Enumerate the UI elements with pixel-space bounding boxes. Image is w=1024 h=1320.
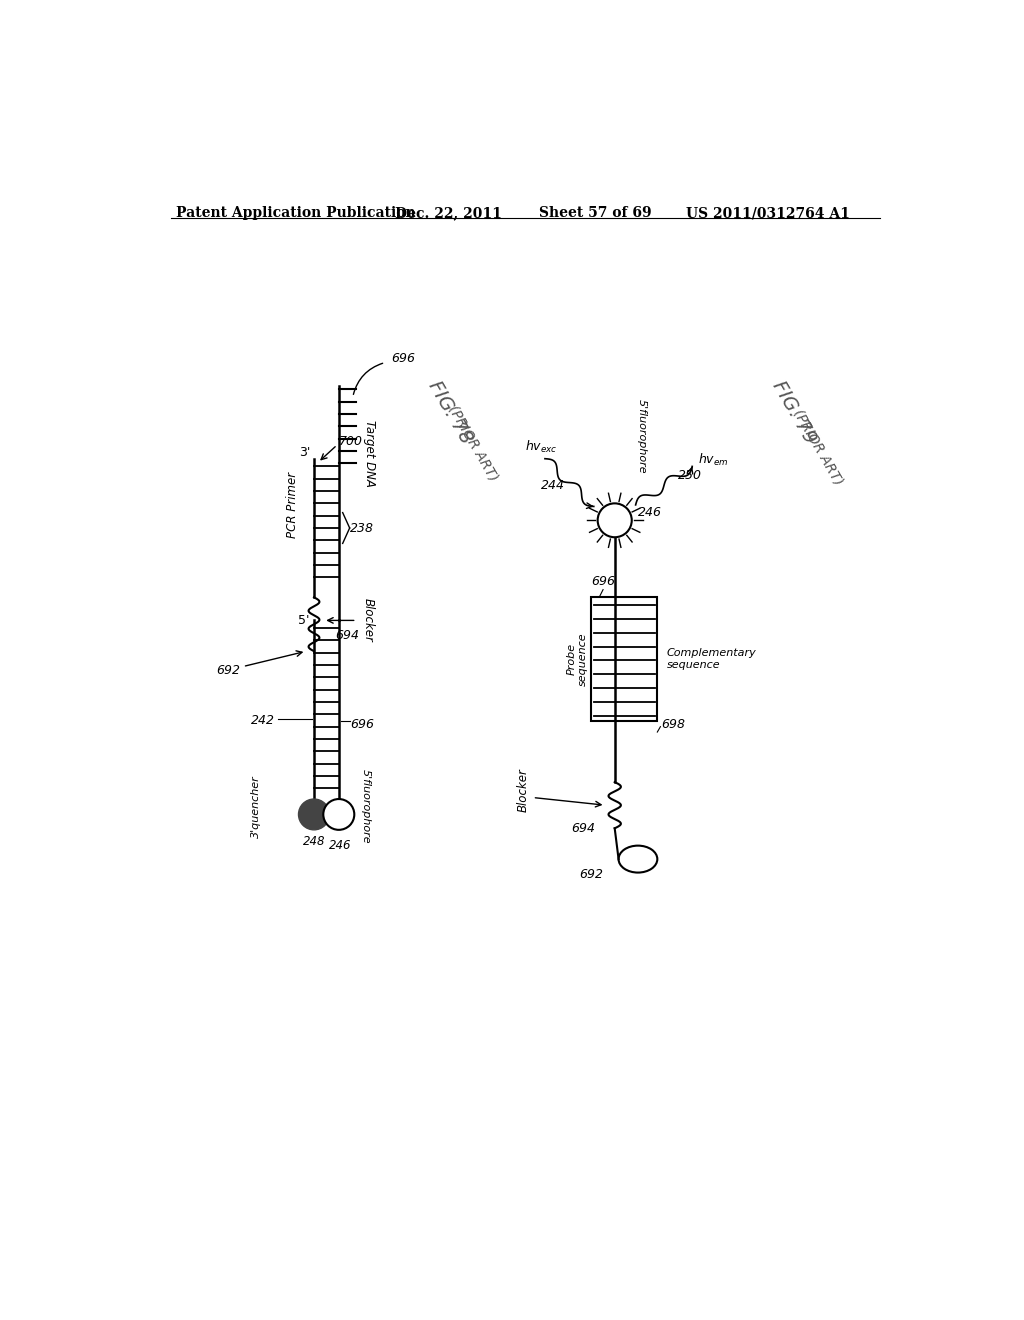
Text: US 2011/0312764 A1: US 2011/0312764 A1 [686, 206, 850, 220]
Text: Blocker: Blocker [517, 768, 529, 812]
Text: 700: 700 [339, 436, 362, 449]
Text: 696: 696 [391, 352, 416, 366]
Text: 696: 696 [591, 576, 615, 589]
Text: 5': 5' [298, 614, 309, 627]
Text: $hv_{exc}$: $hv_{exc}$ [524, 440, 557, 455]
Text: 248: 248 [303, 834, 326, 847]
Text: Sheet 57 of 69: Sheet 57 of 69 [539, 206, 651, 220]
Text: PCR Primer: PCR Primer [286, 471, 299, 539]
Text: 694: 694 [571, 822, 596, 834]
Text: 238: 238 [350, 521, 375, 535]
Text: Complementary
sequence: Complementary sequence [667, 648, 757, 669]
Text: 246: 246 [638, 506, 662, 519]
Text: 242: 242 [251, 714, 275, 727]
Text: Patent Application Publication: Patent Application Publication [176, 206, 416, 220]
Text: 3'quencher: 3'quencher [251, 775, 261, 838]
Circle shape [324, 799, 354, 830]
Text: FIG. 78: FIG. 78 [424, 378, 475, 447]
Text: (PRIOR ART): (PRIOR ART) [445, 403, 501, 483]
Text: $hv_{em}$: $hv_{em}$ [698, 453, 729, 469]
Text: Dec. 22, 2011: Dec. 22, 2011 [395, 206, 502, 220]
Text: Target DNA: Target DNA [364, 420, 376, 487]
Circle shape [299, 799, 330, 830]
Text: 694: 694 [336, 630, 359, 643]
Text: 692: 692 [216, 664, 241, 677]
Text: Probe
sequence: Probe sequence [566, 632, 589, 685]
Text: (PRIOR ART): (PRIOR ART) [791, 407, 845, 487]
Text: 5'fluorophore: 5'fluorophore [360, 770, 371, 843]
Bar [592, 597, 657, 721]
Text: 5'fluorophore: 5'fluorophore [637, 400, 647, 474]
Text: 246: 246 [329, 838, 351, 851]
Text: FIG. 79: FIG. 79 [769, 378, 820, 447]
Circle shape [598, 503, 632, 537]
Text: 692: 692 [580, 869, 603, 880]
Text: 244: 244 [541, 479, 564, 492]
Text: Blocker: Blocker [361, 598, 375, 643]
Text: 698: 698 [662, 718, 685, 731]
Text: 3': 3' [299, 446, 310, 459]
Text: 250: 250 [678, 469, 702, 482]
Text: 696: 696 [350, 718, 375, 731]
